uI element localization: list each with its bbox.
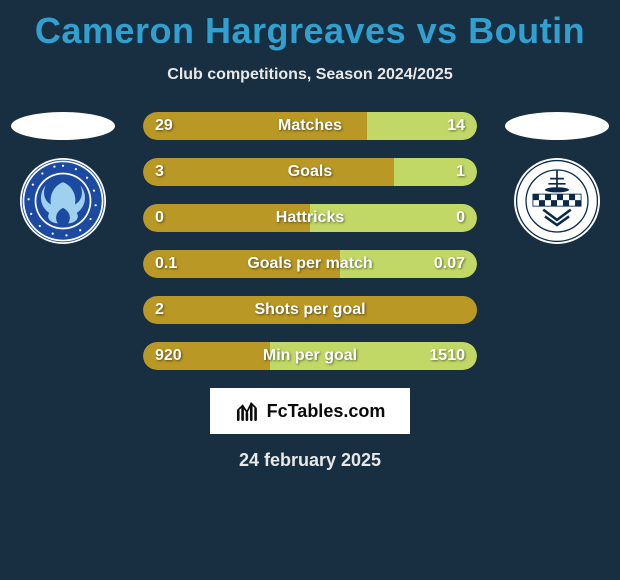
footer-date: 24 february 2025 <box>0 450 620 471</box>
stat-label: Matches <box>278 117 342 135</box>
stat-bar: 2 Shots per goal <box>143 296 477 324</box>
stat-bar: 0.1 0.07 Goals per match <box>143 250 477 278</box>
stat-bar: 29 14 Matches <box>143 112 477 140</box>
left-club-badge <box>20 158 106 244</box>
watermark: FcTables.com <box>210 388 410 434</box>
stat-label: Min per goal <box>263 347 357 365</box>
stat-bar: 3 1 Goals <box>143 158 477 186</box>
stat-bar-left-segment <box>143 158 394 186</box>
stat-label: Goals per match <box>247 255 372 273</box>
page-subtitle: Club competitions, Season 2024/2025 <box>0 66 620 84</box>
right-club-badge <box>514 158 600 244</box>
stat-label: Goals <box>288 163 332 181</box>
watermark-text: FcTables.com <box>267 401 386 422</box>
aldershot-crest-svg <box>20 158 106 244</box>
eastleigh-crest-svg <box>514 158 600 244</box>
right-player-column <box>502 112 612 244</box>
stat-bar: 0 0 Hattricks <box>143 204 477 232</box>
stat-left-value: 0 <box>155 209 164 227</box>
stat-label: Shots per goal <box>254 301 365 319</box>
stat-right-value: 14 <box>447 117 465 135</box>
stat-left-value: 3 <box>155 163 164 181</box>
fctables-logo-icon <box>235 398 261 424</box>
stat-left-value: 0.1 <box>155 255 177 273</box>
stat-right-value: 1 <box>456 163 465 181</box>
stat-label: Hattricks <box>276 209 344 227</box>
stat-bar: 920 1510 Min per goal <box>143 342 477 370</box>
stat-left-value: 29 <box>155 117 173 135</box>
comparison-content: 29 14 Matches 3 1 Goals 0 0 Hattricks 0.1 0.07 Goal… <box>0 112 620 370</box>
left-nationality-flag <box>11 112 115 140</box>
comparison-bars: 29 14 Matches 3 1 Goals 0 0 Hattricks 0.1 0.07 Goal… <box>143 112 477 370</box>
stat-left-value: 920 <box>155 347 182 365</box>
left-player-column <box>8 112 118 244</box>
stat-right-value: 0.07 <box>434 255 465 273</box>
stat-right-value: 0 <box>456 209 465 227</box>
stat-right-value: 1510 <box>429 347 465 365</box>
right-nationality-flag <box>505 112 609 140</box>
stat-left-value: 2 <box>155 301 164 319</box>
page-title: Cameron Hargreaves vs Boutin <box>0 0 620 52</box>
